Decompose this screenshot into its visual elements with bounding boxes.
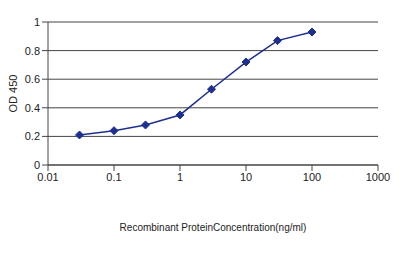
svg-text:0.01: 0.01 — [37, 171, 58, 183]
svg-text:10: 10 — [240, 171, 252, 183]
svg-text:1000: 1000 — [366, 171, 390, 183]
svg-text:0.2: 0.2 — [25, 130, 40, 142]
svg-text:0.8: 0.8 — [25, 45, 40, 57]
svg-text:100: 100 — [303, 171, 321, 183]
svg-text:0.4: 0.4 — [25, 102, 40, 114]
svg-text:0.6: 0.6 — [25, 73, 40, 85]
svg-text:Recombinant ProteinConcentrati: Recombinant ProteinConcentration(ng/ml) — [120, 222, 307, 233]
svg-text:1: 1 — [177, 171, 183, 183]
svg-text:1: 1 — [34, 16, 40, 28]
svg-text:OD 450: OD 450 — [8, 75, 19, 113]
svg-text:0: 0 — [34, 159, 40, 171]
svg-text:0.1: 0.1 — [106, 171, 121, 183]
